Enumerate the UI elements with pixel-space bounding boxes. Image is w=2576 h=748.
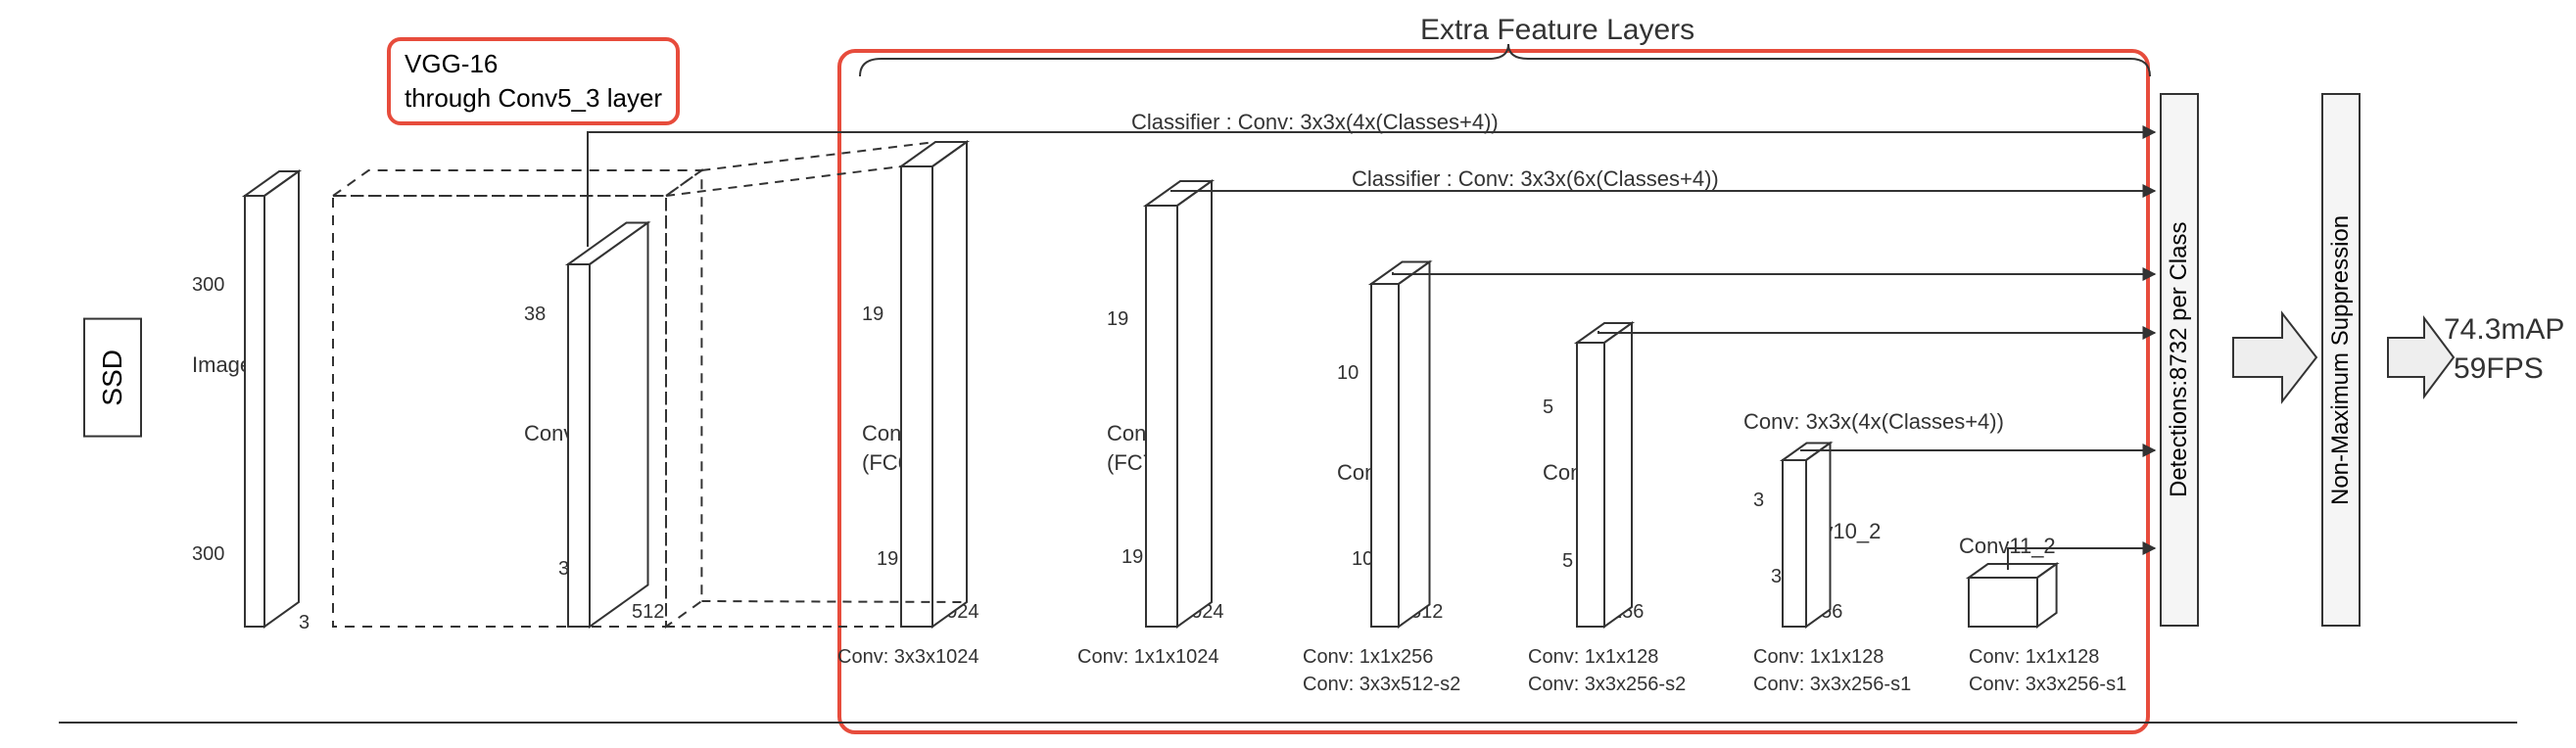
conv6-h: 19 [862, 304, 883, 326]
block-conv8_2 [1371, 262, 1430, 628]
image-name: Image [192, 352, 252, 378]
conv10_2-name: Conv10_2 [1783, 519, 1881, 544]
image-d: 3 [299, 612, 310, 634]
conv4_3-name: Conv4_3 [524, 421, 610, 446]
detections-box: Detections:8732 per Class [2160, 93, 2199, 627]
conv10_2-h: 3 [1753, 490, 1764, 512]
conv8_2-h: 10 [1337, 362, 1359, 385]
vgg-line1: VGG-16 [405, 47, 662, 81]
conv7-h: 19 [1107, 308, 1128, 331]
block-conv7 [1146, 181, 1212, 627]
image-h: 300 [192, 274, 224, 297]
conv11_2-below1: Conv: 1x1x128 [1969, 646, 2099, 669]
metric-fps: 59FPS [2454, 352, 2544, 386]
block-vgg_ext [333, 170, 701, 627]
conv7-w: 19 [1121, 546, 1143, 569]
conv6-below: Conv: 3x3x1024 [837, 646, 979, 669]
conv9_2-name: Conv9_2 [1543, 460, 1629, 486]
conv8_2-below1: Conv: 1x1x256 [1303, 646, 1433, 669]
ssd-label: SSD [83, 318, 142, 438]
conv8_2-d: 512 [1410, 601, 1443, 624]
nms-box: Non-Maximum Suppression [2321, 93, 2361, 627]
conv7-name1: Conv7 [1107, 421, 1169, 446]
conv6-name2: (FC6) [862, 450, 917, 476]
conv9_2-d: 256 [1611, 601, 1644, 624]
conv9_2-w: 5 [1562, 550, 1573, 573]
classifier-3-label: Conv: 3x3x(4x(Classes+4)) [1743, 409, 2004, 435]
conv6-name1: Conv6 [862, 421, 925, 446]
conv11_2-name: Conv11_2 [1959, 534, 2056, 559]
conv7-name2: (FC7) [1107, 450, 1162, 476]
metric-map: 74.3mAP [2444, 313, 2564, 347]
conv6-w: 19 [877, 548, 898, 571]
conv8_2-w: 10 [1352, 548, 1373, 571]
vgg-line2: through Conv5_3 layer [405, 81, 662, 116]
conv7-below: Conv: 1x1x1024 [1077, 646, 1219, 669]
classifier-1-label: Classifier : Conv: 3x3x(4x(Classes+4)) [1131, 110, 1499, 135]
conv4_3-h: 38 [524, 304, 546, 326]
conv10_2-w: 3 [1771, 566, 1782, 588]
conv9_2-h: 5 [1543, 397, 1553, 419]
highlight-extra-layers [837, 49, 2150, 734]
conv6-d: 1024 [935, 601, 979, 624]
conv9_2-below2: Conv: 3x3x256-s2 [1528, 674, 1686, 696]
conv4_3-d: 512 [632, 601, 664, 624]
image-w: 300 [192, 543, 224, 566]
extra-feature-title: Extra Feature Layers [1420, 14, 1694, 47]
classifier-2-label: Classifier : Conv: 3x3x(6x(Classes+4)) [1352, 166, 1719, 192]
conv10_2-d: 256 [1810, 601, 1842, 624]
conv4_3-w: 38 [558, 558, 580, 581]
conv11_2-below2: Conv: 3x3x256-s1 [1969, 674, 2126, 696]
block-image [245, 171, 299, 627]
vgg-caption: VGG-16 through Conv5_3 layer [387, 37, 680, 125]
conv10_2-below2: Conv: 3x3x256-s1 [1753, 674, 1911, 696]
conv8_2-below2: Conv: 3x3x512-s2 [1303, 674, 1460, 696]
block-conv6 [901, 142, 967, 627]
conv7-d: 1024 [1180, 601, 1224, 624]
conv9_2-below1: Conv: 1x1x128 [1528, 646, 1658, 669]
conv8_2-name: Conv8_2 [1337, 460, 1423, 486]
conv10_2-below1: Conv: 1x1x128 [1753, 646, 1884, 669]
conv11_2-d: 256 [2013, 594, 2045, 617]
